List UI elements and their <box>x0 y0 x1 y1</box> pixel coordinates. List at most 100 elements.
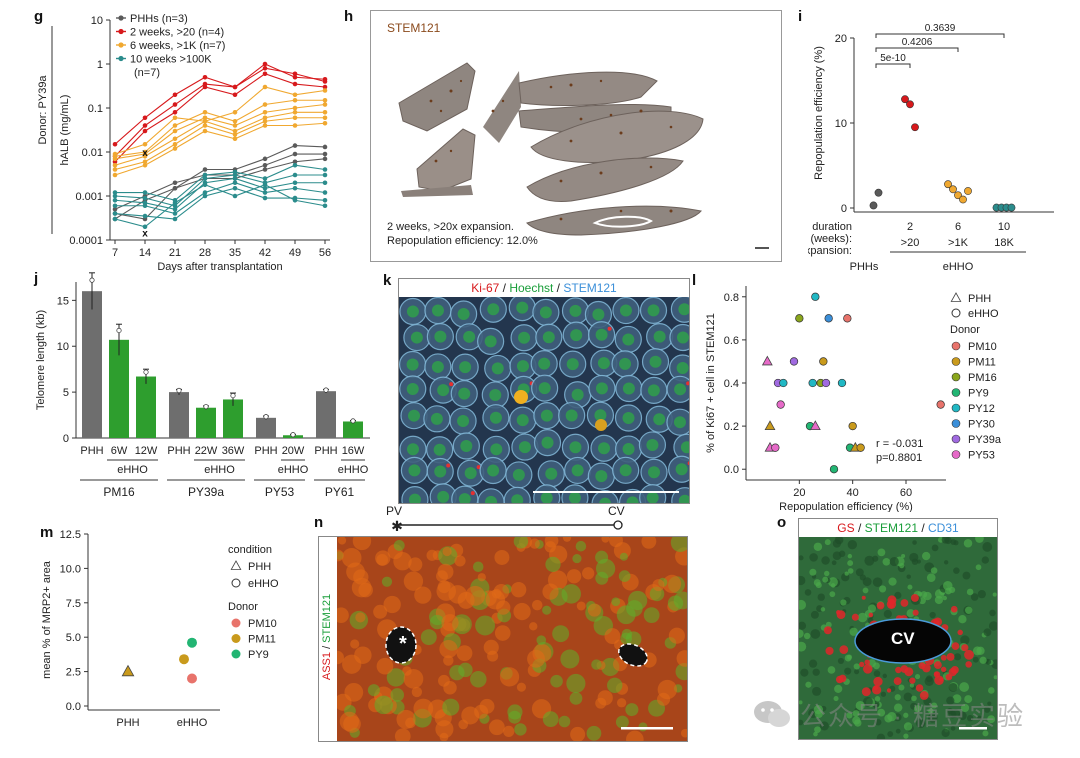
o-cell <box>931 544 939 552</box>
k-nucleus <box>568 491 581 503</box>
k-nucleus <box>458 387 471 400</box>
k-nucleus <box>648 466 661 479</box>
n-cell <box>561 584 581 604</box>
n-cell <box>641 537 657 549</box>
n-cell <box>436 570 448 583</box>
pv-label: PV <box>386 504 403 518</box>
o-cell <box>920 591 928 598</box>
wechat-icon <box>754 701 790 727</box>
o-cell <box>916 718 926 729</box>
n-cell <box>474 704 489 719</box>
n-cell <box>443 681 457 695</box>
g-cross-mark: x <box>142 228 148 239</box>
n-cell <box>442 698 460 716</box>
o-cell <box>810 629 821 639</box>
k-ki67-dot <box>686 381 689 386</box>
n-cell <box>352 537 372 551</box>
n-cell <box>470 671 487 688</box>
g-xtick-label: 28 <box>199 247 211 259</box>
k-nucleus <box>518 441 531 454</box>
k-scalebar <box>533 491 679 493</box>
panel-n-side-label: ASS1 / STEM121 <box>319 537 337 741</box>
g-side-label: Donor: PY39a <box>37 75 49 145</box>
i-point <box>911 123 919 132</box>
o-cell <box>985 658 992 665</box>
l-legend-donor-swatch <box>951 419 961 428</box>
j-bar <box>82 291 102 438</box>
l-legend-donor-swatch <box>951 357 961 366</box>
j-bar-label: 16W <box>342 445 365 457</box>
o-gs-cell <box>868 612 874 618</box>
l-point-ehho <box>789 357 799 366</box>
cv-label: CV <box>608 504 625 518</box>
k-nucleus <box>647 304 660 317</box>
l-point-ehho <box>776 400 785 409</box>
o-cell <box>877 708 886 717</box>
i-point <box>874 188 883 197</box>
g-point <box>142 115 148 121</box>
k-nucleus <box>541 436 554 449</box>
g-point <box>202 115 208 121</box>
n-cell <box>604 628 621 645</box>
g-series-line <box>114 122 326 176</box>
o-cell <box>876 733 886 739</box>
m-legend-donor-swatch <box>231 634 241 643</box>
g-point <box>322 88 328 93</box>
n-cell <box>426 549 438 561</box>
o-cell <box>862 587 869 594</box>
o-cell <box>965 606 973 615</box>
l-ylabel: % of Ki67 + cell in STEM121 <box>705 313 717 453</box>
g-point <box>142 162 148 168</box>
o-cell <box>962 571 971 580</box>
g-ytick-label: 0.001 <box>75 191 103 203</box>
g-legend-label: 10 weeks >100K <box>130 54 212 66</box>
l-point-ehho <box>856 443 865 452</box>
n-cell <box>572 553 582 564</box>
j-point <box>290 432 296 438</box>
j-ehho-label: eHHO <box>278 464 309 476</box>
i-ytick-label: 0 <box>841 203 847 215</box>
g-ytick-label: 0.01 <box>82 147 103 159</box>
j-ehho-label: eHHO <box>204 464 235 476</box>
k-nucleus <box>516 301 529 314</box>
k-nucleus <box>622 443 635 456</box>
k-nucleus <box>485 495 498 503</box>
o-cell <box>894 694 901 701</box>
g-point <box>232 185 238 191</box>
n-cell <box>673 591 687 610</box>
l-ytick-label: 0.8 <box>724 292 739 304</box>
l-legend-circle <box>951 308 961 318</box>
k-nucleus <box>619 304 632 317</box>
j-bar-label: 20W <box>282 445 305 457</box>
n-cell <box>449 665 465 681</box>
k-nucleus <box>406 305 419 318</box>
g-point <box>202 84 208 90</box>
g-point <box>232 172 238 178</box>
g-ytick-label: 10 <box>91 15 103 27</box>
n-cell <box>475 615 496 636</box>
o-cell <box>967 714 974 722</box>
l-legend-donor-swatch <box>951 434 961 444</box>
o-gs-cell <box>933 661 942 669</box>
o-cell <box>906 574 911 579</box>
j-ehho-label: eHHO <box>338 464 369 476</box>
pv-cv-axis: ✱ <box>391 518 623 534</box>
o-cell <box>814 726 821 734</box>
o-cell <box>970 593 979 601</box>
k-nucleus <box>538 357 551 370</box>
o-cell <box>972 656 979 663</box>
l-point-ehho <box>771 443 780 452</box>
g-point <box>172 141 178 147</box>
g-series-line <box>115 164 326 201</box>
i-point <box>964 187 972 195</box>
o-cell <box>903 722 913 731</box>
j-bar <box>223 399 243 438</box>
k-nucleus <box>410 331 423 344</box>
o-gs-cell <box>859 661 865 668</box>
panel-o-title-sep2: / <box>918 521 929 535</box>
g-point <box>142 213 148 219</box>
k-nucleus <box>569 441 582 454</box>
k-nucleus <box>487 303 500 316</box>
g-ytick-label: 1 <box>97 59 103 71</box>
n-cell <box>595 550 609 564</box>
